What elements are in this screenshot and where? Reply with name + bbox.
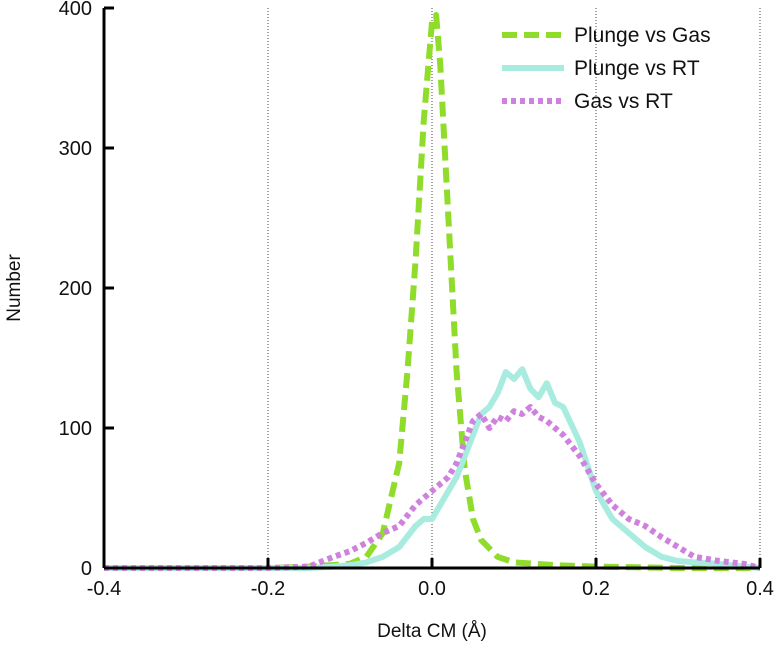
series-lines bbox=[104, 12, 761, 571]
y-tick-label: 400 bbox=[59, 0, 92, 20]
y-axis-title: Number bbox=[4, 254, 25, 322]
grid-lines bbox=[267, 8, 761, 568]
series-line-2 bbox=[104, 366, 761, 571]
legend: Plunge vs Gas Plunge vs RT Gas vs RT bbox=[502, 24, 711, 113]
ticks: -0.4 -0.2 0.0 0.2 0.4 0 100 200 300 400 bbox=[59, 0, 774, 600]
series-line-3 bbox=[104, 404, 761, 571]
x-tick-label: -0.4 bbox=[87, 578, 121, 600]
y-tick-label: 200 bbox=[59, 278, 92, 300]
x-axis-title: Delta CM (Å) bbox=[377, 621, 487, 642]
y-tick-label: 100 bbox=[59, 418, 92, 440]
legend-label: Plunge vs Gas bbox=[574, 24, 711, 47]
x-tick-label: 0.2 bbox=[582, 578, 610, 600]
x-tick-label: -0.2 bbox=[251, 578, 285, 600]
legend-label: Gas vs RT bbox=[574, 90, 673, 113]
legend-label: Plunge vs RT bbox=[574, 57, 700, 80]
x-tick-label: 0.0 bbox=[418, 578, 446, 600]
x-tick-label: 0.4 bbox=[746, 578, 774, 600]
y-tick-label: 300 bbox=[59, 138, 92, 160]
y-tick-label: 0 bbox=[81, 558, 92, 580]
